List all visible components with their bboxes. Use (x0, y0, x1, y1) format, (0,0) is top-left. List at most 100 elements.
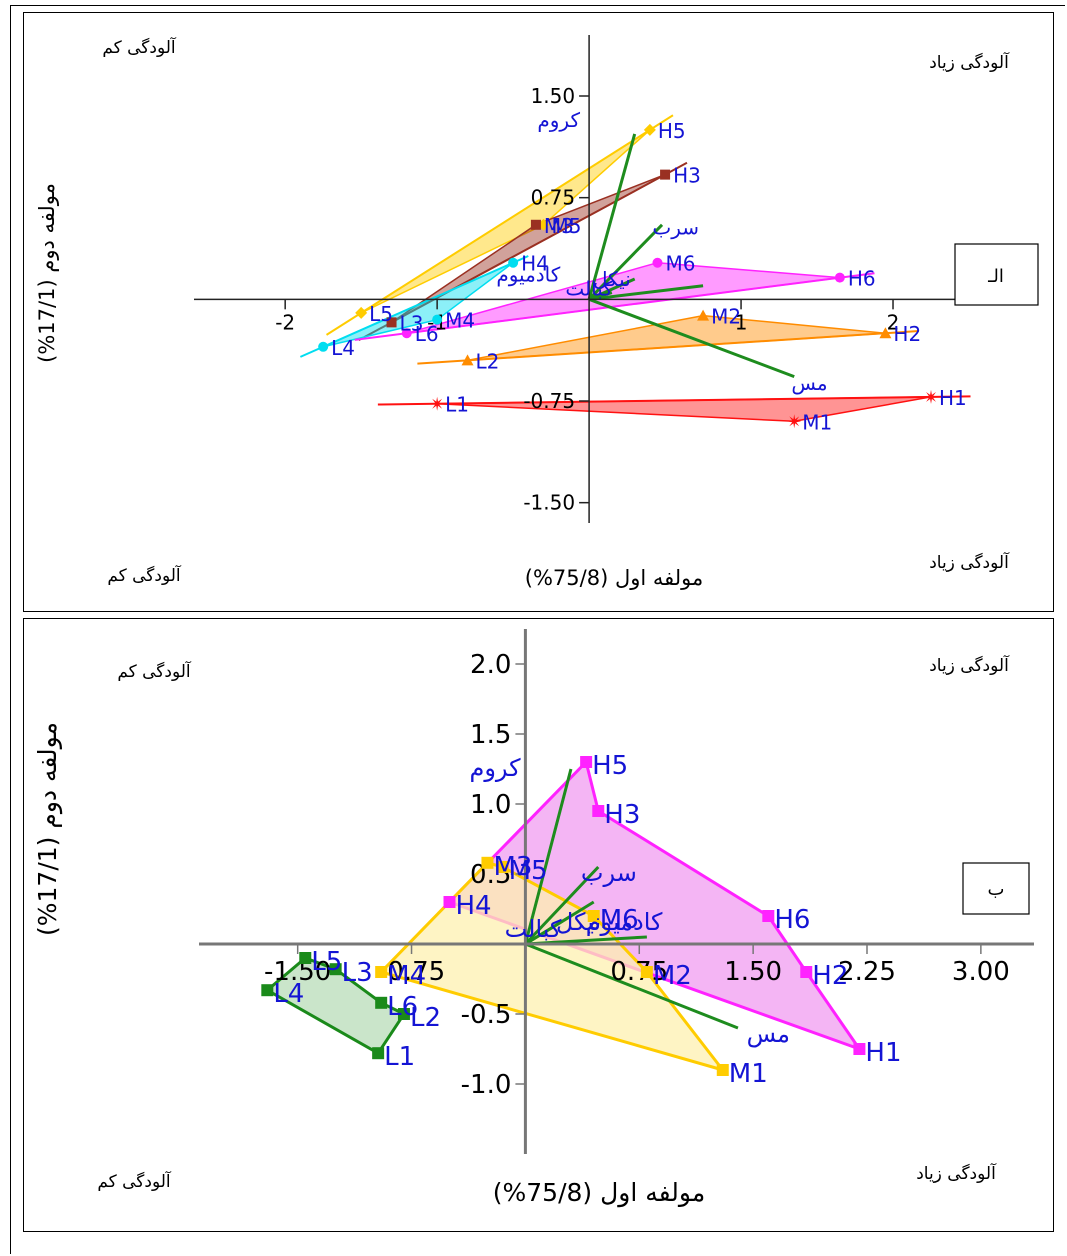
vector-label: کبالت (505, 915, 562, 943)
point-label-m2: M2 (653, 961, 692, 991)
point-label-h5: H5 (592, 751, 628, 781)
y-tick-label: 0.75 (531, 186, 576, 210)
point-m3 (530, 219, 541, 230)
point-label-m4: M4 (387, 961, 426, 991)
vector-label: کادمیوم (496, 263, 560, 287)
point-h4 (443, 896, 456, 908)
point-label-h3: H3 (673, 164, 701, 188)
point-label-m3: M3 (493, 852, 532, 882)
panel-label: الـ (987, 266, 1004, 287)
point-m1 (716, 1064, 729, 1076)
vector-label: مس (747, 1020, 790, 1048)
point-l4 (261, 984, 274, 997)
x-tick-label: 1 (735, 310, 748, 334)
point-h5 (580, 756, 593, 768)
point-label-h2: H2 (893, 322, 921, 346)
loading-vector (587, 133, 637, 300)
group-axis-line (358, 161, 688, 341)
chart-a-labels: L5 M5 H5 L3 M3 H3 L4 M4 H4 L6 M6 H6 L2 M2 H2 L1 M1 H1 کروم… (331, 108, 967, 434)
point-label-m6: M6 (665, 252, 695, 276)
point-l5 (299, 952, 312, 964)
vector-label: کروم (469, 754, 521, 782)
point-m6 (652, 257, 663, 268)
loading-vector (588, 223, 664, 301)
point-m4 (375, 966, 388, 978)
point-label-l2: L2 (410, 1003, 441, 1033)
group-axis-line (377, 395, 971, 406)
point-label-l5: L5 (311, 947, 342, 977)
point-label-h1: H1 (865, 1038, 901, 1068)
chart-a-axes: -2-1121.500.75-0.75-1.50 (194, 35, 969, 523)
point-label-m4: M4 (445, 309, 475, 333)
point-label-l3: L3 (400, 311, 424, 335)
point-label-h5: H5 (658, 119, 686, 143)
panel-label: ب (988, 879, 1005, 900)
corner-top-right: آلودگی زیاد (929, 654, 1010, 676)
point-label-m5: M5 (552, 214, 582, 238)
point-label-l6: L6 (387, 992, 418, 1022)
y-tick-label: -0.5 (461, 1000, 512, 1030)
point-l4 (318, 341, 329, 352)
vector-label: سرب (581, 859, 637, 887)
loading-vector (588, 297, 795, 379)
point-h6 (834, 272, 845, 283)
point-l1 (372, 1047, 385, 1060)
x-axis-title: مولفه اول (75/8%) (525, 566, 703, 590)
point-m2 (640, 966, 653, 978)
vector-label: کبالت (565, 276, 613, 300)
group-axis-line (354, 272, 875, 341)
point-m5 (496, 861, 509, 873)
vector-label: مس (791, 371, 827, 395)
x-tick-label: 2 (887, 310, 900, 334)
point-label-m1: M1 (802, 410, 832, 434)
point-l3 (329, 963, 342, 976)
point-label-h3: H3 (604, 800, 640, 830)
point-m4 (432, 314, 443, 325)
chart-b-axes: -1.50 -0.75 0.75 1.50 2.25 3.002.01.51.00.5-0… (199, 629, 1034, 1154)
point-label-l6: L6 (415, 322, 439, 346)
loading-vector (524, 865, 600, 946)
chart-a-polygons (299, 114, 971, 423)
point-h2 (800, 966, 813, 978)
x-tick-label: -0.75 (378, 957, 445, 987)
point-label-m6: M6 (600, 905, 639, 935)
y-tick-label: 1.5 (470, 720, 511, 750)
y-axis-title: مولفه دوم (17/1%) (33, 722, 63, 936)
point-label-h4: H4 (456, 891, 492, 921)
panel-a: -2-1121.500.75-0.75-1.50 L5M5H5L3M3H3L4M… (23, 12, 1054, 612)
x-tick-label: 1.50 (724, 957, 782, 987)
group-axis-line (417, 330, 919, 365)
point-h6 (762, 910, 775, 922)
vector-label: نیکل (593, 267, 631, 291)
point-h1 (924, 389, 938, 404)
panel-b: -1.50 -0.75 0.75 1.50 2.25 3.00 2.0 1.5 1.0 0.5 -0… (23, 618, 1054, 1232)
chart-b-vectors (523, 768, 739, 1030)
chart-b-points (261, 756, 866, 1076)
chart-a-vectors (587, 133, 795, 379)
y-tick-label: -1.50 (523, 491, 575, 515)
y-tick-label: 1.0 (470, 790, 511, 820)
point-h1 (853, 1043, 866, 1055)
vector-label: کروم (537, 108, 580, 132)
point-label-h6: H6 (848, 267, 876, 291)
point-label-l4: L4 (331, 336, 355, 360)
point-h5 (643, 123, 656, 136)
point-label-l5: L5 (369, 302, 393, 326)
corner-bottom-left: آلودگی کم (107, 564, 182, 586)
x-tick-label: -1.50 (264, 957, 331, 987)
point-m2 (697, 309, 710, 321)
corner-bottom-left: آلودگی کم (97, 1170, 172, 1192)
point-l6 (401, 328, 412, 339)
point-label-h1: H1 (939, 386, 967, 410)
point-l2 (397, 1008, 410, 1020)
point-label-m1: M1 (729, 1059, 768, 1089)
point-h4 (508, 257, 519, 268)
point-l6 (375, 996, 388, 1009)
corner-top-left: آلودگی کم (117, 660, 192, 682)
chart-a-points (318, 123, 938, 429)
loading-vector (523, 768, 573, 945)
group-axis-line (299, 255, 529, 358)
x-tick-label: 3.00 (952, 957, 1010, 987)
point-label-h2: H2 (812, 961, 848, 991)
